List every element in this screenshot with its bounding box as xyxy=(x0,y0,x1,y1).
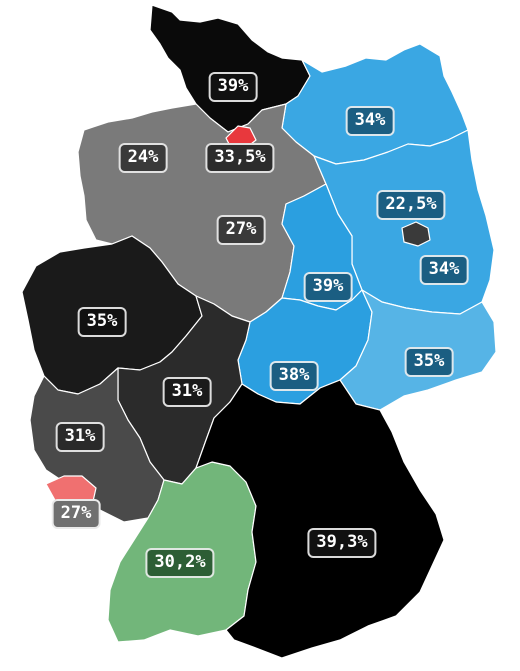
label-bavaria: 39,3% xyxy=(307,528,377,558)
label-saarland: 27% xyxy=(51,499,101,529)
label-mecklenburg-vorpommern: 34% xyxy=(345,106,395,136)
label-baden-wuerttemberg: 30,2% xyxy=(145,548,215,578)
label-brandenburg-east: 34% xyxy=(419,255,469,285)
region-berlin[interactable] xyxy=(401,221,431,247)
label-saxony-anhalt: 39% xyxy=(303,272,353,302)
label-north-rhine-westphalia: 35% xyxy=(77,307,127,337)
label-hesse: 31% xyxy=(162,377,212,407)
label-schleswig-holstein: 39% xyxy=(208,72,258,102)
label-brandenburg: 22,5% xyxy=(376,190,446,220)
label-rhineland-palatinate: 31% xyxy=(55,422,105,452)
label-lower-saxony-west: 24% xyxy=(118,143,168,173)
label-saxony: 35% xyxy=(404,347,454,377)
label-lower-saxony-center: 27% xyxy=(216,215,266,245)
label-hamburg: 33,5% xyxy=(205,143,275,173)
region-bavaria[interactable] xyxy=(195,379,445,659)
label-thuringia: 38% xyxy=(269,361,319,391)
